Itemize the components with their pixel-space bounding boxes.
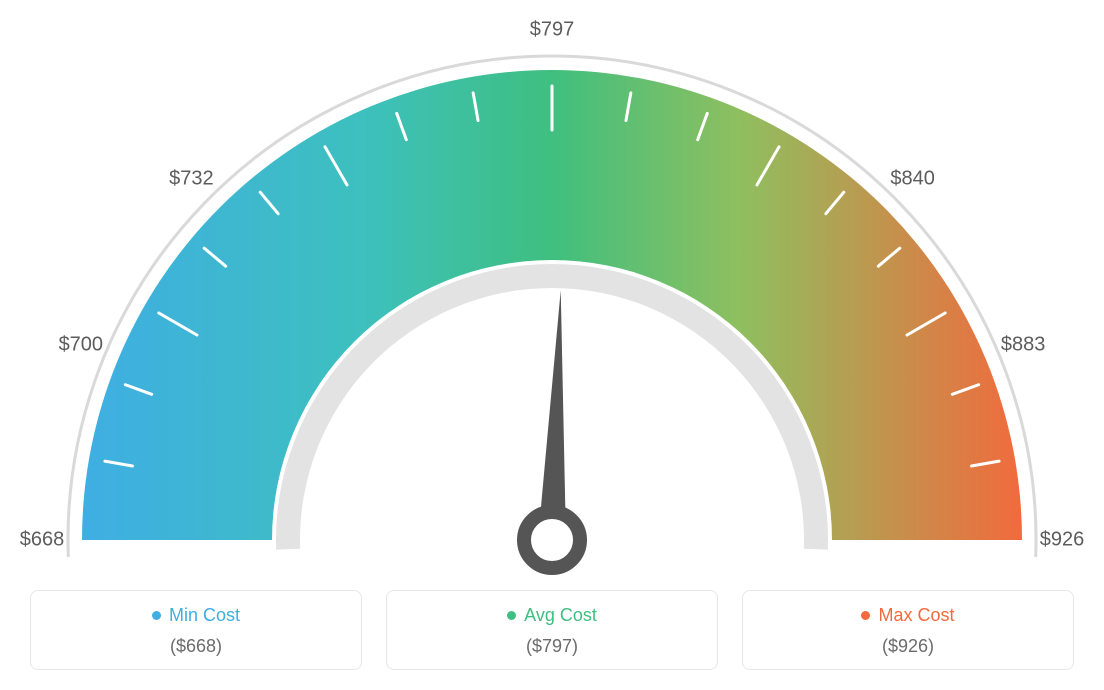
- scale-label: $700: [59, 333, 104, 356]
- legend-value-min: ($668): [41, 636, 351, 657]
- legend-label-max: Max Cost: [878, 605, 954, 626]
- scale-label: $926: [1040, 529, 1085, 552]
- legend-label-min: Min Cost: [169, 605, 240, 626]
- legend-value-max: ($926): [753, 636, 1063, 657]
- legend-card-min: Min Cost ($668): [30, 590, 362, 670]
- legend-row: Min Cost ($668) Avg Cost ($797) Max Cost…: [30, 590, 1074, 670]
- legend-dot-min: [152, 611, 161, 620]
- legend-dot-avg: [507, 611, 516, 620]
- gauge-chart-container: $668 $700 $732 $797 $840 $883 $926 Min Cost ($…: [0, 0, 1104, 690]
- scale-label: $797: [530, 19, 575, 42]
- legend-dot-max: [861, 611, 870, 620]
- scale-label: $840: [890, 168, 935, 191]
- legend-title-min: Min Cost: [152, 605, 240, 626]
- gauge-area: $668 $700 $732 $797 $840 $883 $926: [0, 0, 1104, 580]
- legend-label-avg: Avg Cost: [524, 605, 597, 626]
- scale-label: $668: [20, 529, 65, 552]
- legend-title-avg: Avg Cost: [507, 605, 597, 626]
- legend-card-max: Max Cost ($926): [742, 590, 1074, 670]
- legend-card-avg: Avg Cost ($797): [386, 590, 718, 670]
- scale-label: $883: [1001, 333, 1046, 356]
- legend-value-avg: ($797): [397, 636, 707, 657]
- gauge-svg: [0, 0, 1104, 580]
- legend-title-max: Max Cost: [861, 605, 954, 626]
- scale-label: $732: [169, 168, 214, 191]
